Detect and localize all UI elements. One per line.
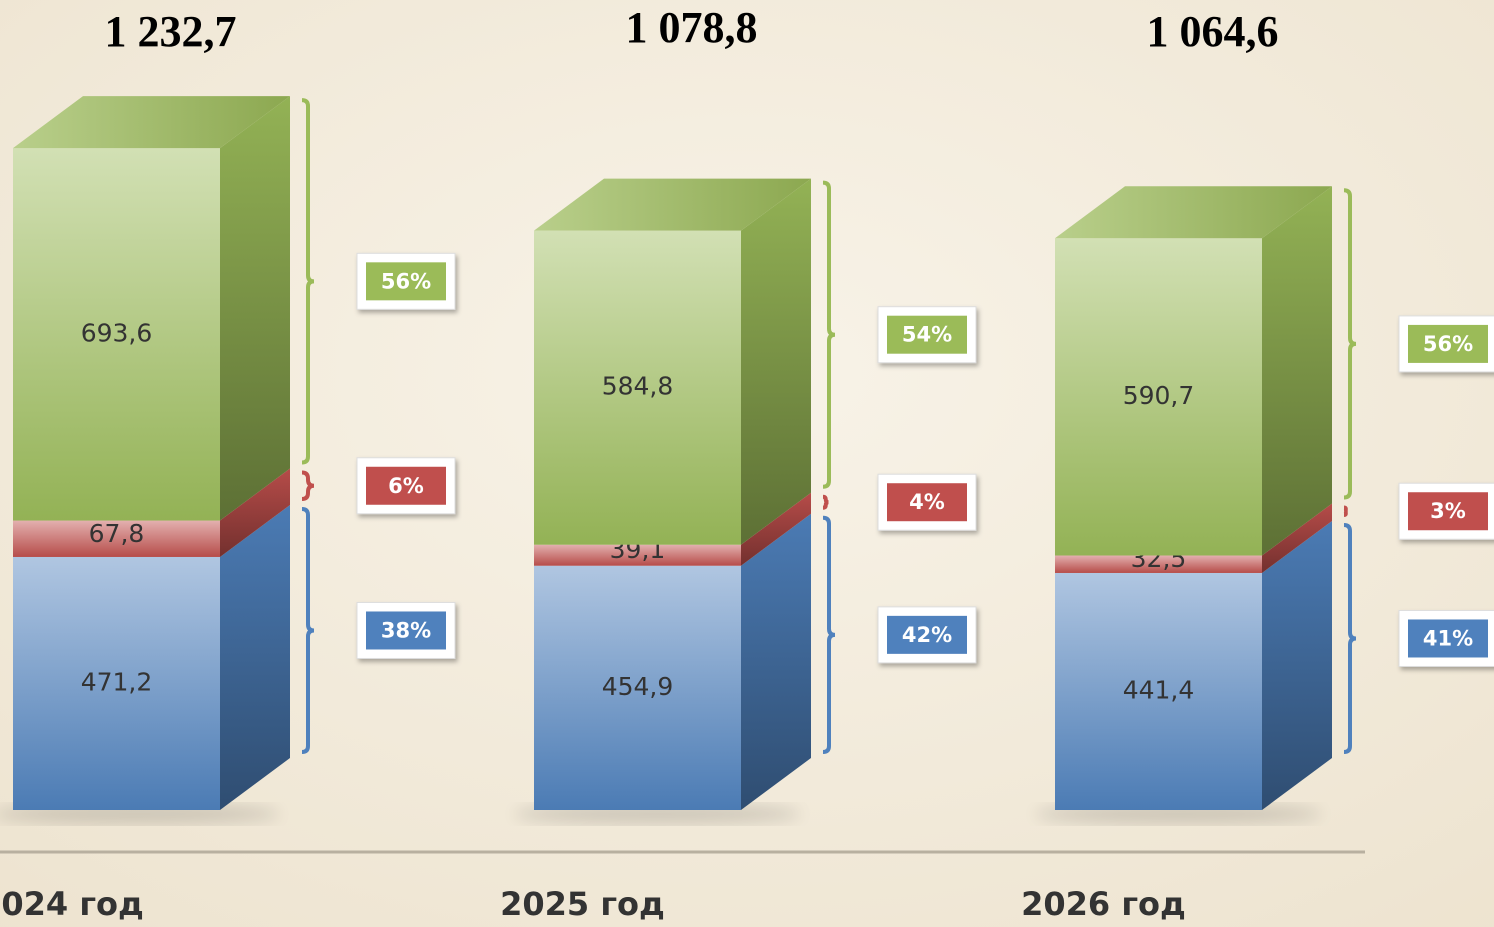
- share-box: [1398, 482, 1494, 540]
- bar-side: [741, 513, 811, 810]
- bar-side: [220, 468, 290, 557]
- share-box-fill: [887, 315, 967, 354]
- share-box: [877, 606, 977, 664]
- share-label: 4%: [909, 490, 945, 514]
- bracket: [301, 98, 315, 465]
- share-box: [877, 306, 977, 364]
- share-label: 42%: [902, 623, 952, 647]
- share-label: 56%: [1423, 332, 1473, 356]
- share-box-fill: [1408, 324, 1488, 363]
- bar-side: [220, 504, 290, 810]
- bar-side: [1262, 520, 1332, 810]
- bar-segment: [534, 230, 741, 545]
- value-label: 590,7: [1123, 381, 1195, 410]
- bracket: [301, 470, 315, 501]
- bracket: [822, 494, 829, 510]
- x-tick-label: 2025 год: [500, 885, 665, 923]
- share-box-fill: [887, 615, 967, 654]
- bar-side: [220, 96, 290, 521]
- total-label: 1 078,8: [626, 3, 758, 52]
- bar-segment: [13, 556, 220, 810]
- share-box: [356, 457, 456, 515]
- share-box-fill: [887, 483, 967, 522]
- share-box: [1398, 315, 1494, 373]
- value-label: 584,8: [602, 372, 674, 401]
- share-box-fill: [366, 466, 446, 505]
- share-box: [356, 601, 456, 659]
- bar-top: [534, 178, 811, 231]
- share-box-fill: [1408, 619, 1488, 658]
- share-box-fill: [366, 262, 446, 301]
- bracket: [1343, 188, 1357, 500]
- bar-segment: [534, 544, 741, 566]
- share-label: 3%: [1430, 499, 1466, 523]
- share-label: 56%: [381, 269, 431, 293]
- value-label: 471,2: [81, 667, 153, 696]
- bracket: [1343, 522, 1357, 754]
- bar-side: [741, 178, 811, 545]
- bracket: [1343, 505, 1348, 517]
- share-box-fill: [1408, 492, 1488, 531]
- share-label: 38%: [381, 618, 431, 642]
- total-label: 1 064,6: [1147, 7, 1279, 56]
- share-box: [877, 473, 977, 531]
- bar-segment: [13, 520, 220, 557]
- bracket: [822, 180, 836, 489]
- value-label: 454,9: [602, 672, 674, 701]
- bar-top: [1055, 186, 1332, 239]
- bracket: [301, 506, 315, 754]
- share-label: 54%: [902, 323, 952, 347]
- share-box-fill: [366, 611, 446, 650]
- bar-side: [1262, 186, 1332, 556]
- bar-segment: [534, 565, 741, 810]
- share-box: [356, 252, 456, 310]
- bracket: [822, 515, 836, 754]
- bar-side: [741, 492, 811, 566]
- bar-top: [13, 96, 290, 149]
- bar-side: [1262, 503, 1332, 573]
- value-label: 693,6: [81, 318, 153, 347]
- total-label: 1 232,7: [105, 7, 237, 56]
- bar-segment: [13, 148, 220, 521]
- x-tick-label: 2024 год: [0, 885, 144, 923]
- bar-segment: [1055, 238, 1262, 556]
- share-box: [1398, 609, 1494, 667]
- x-tick-label: 2026 год: [1021, 885, 1186, 923]
- share-label: 41%: [1423, 626, 1473, 650]
- value-label: 441,4: [1123, 675, 1195, 704]
- bar-segment: [1055, 555, 1262, 573]
- value-label: 67,8: [89, 519, 145, 548]
- bar-segment: [1055, 572, 1262, 810]
- share-label: 6%: [388, 474, 424, 498]
